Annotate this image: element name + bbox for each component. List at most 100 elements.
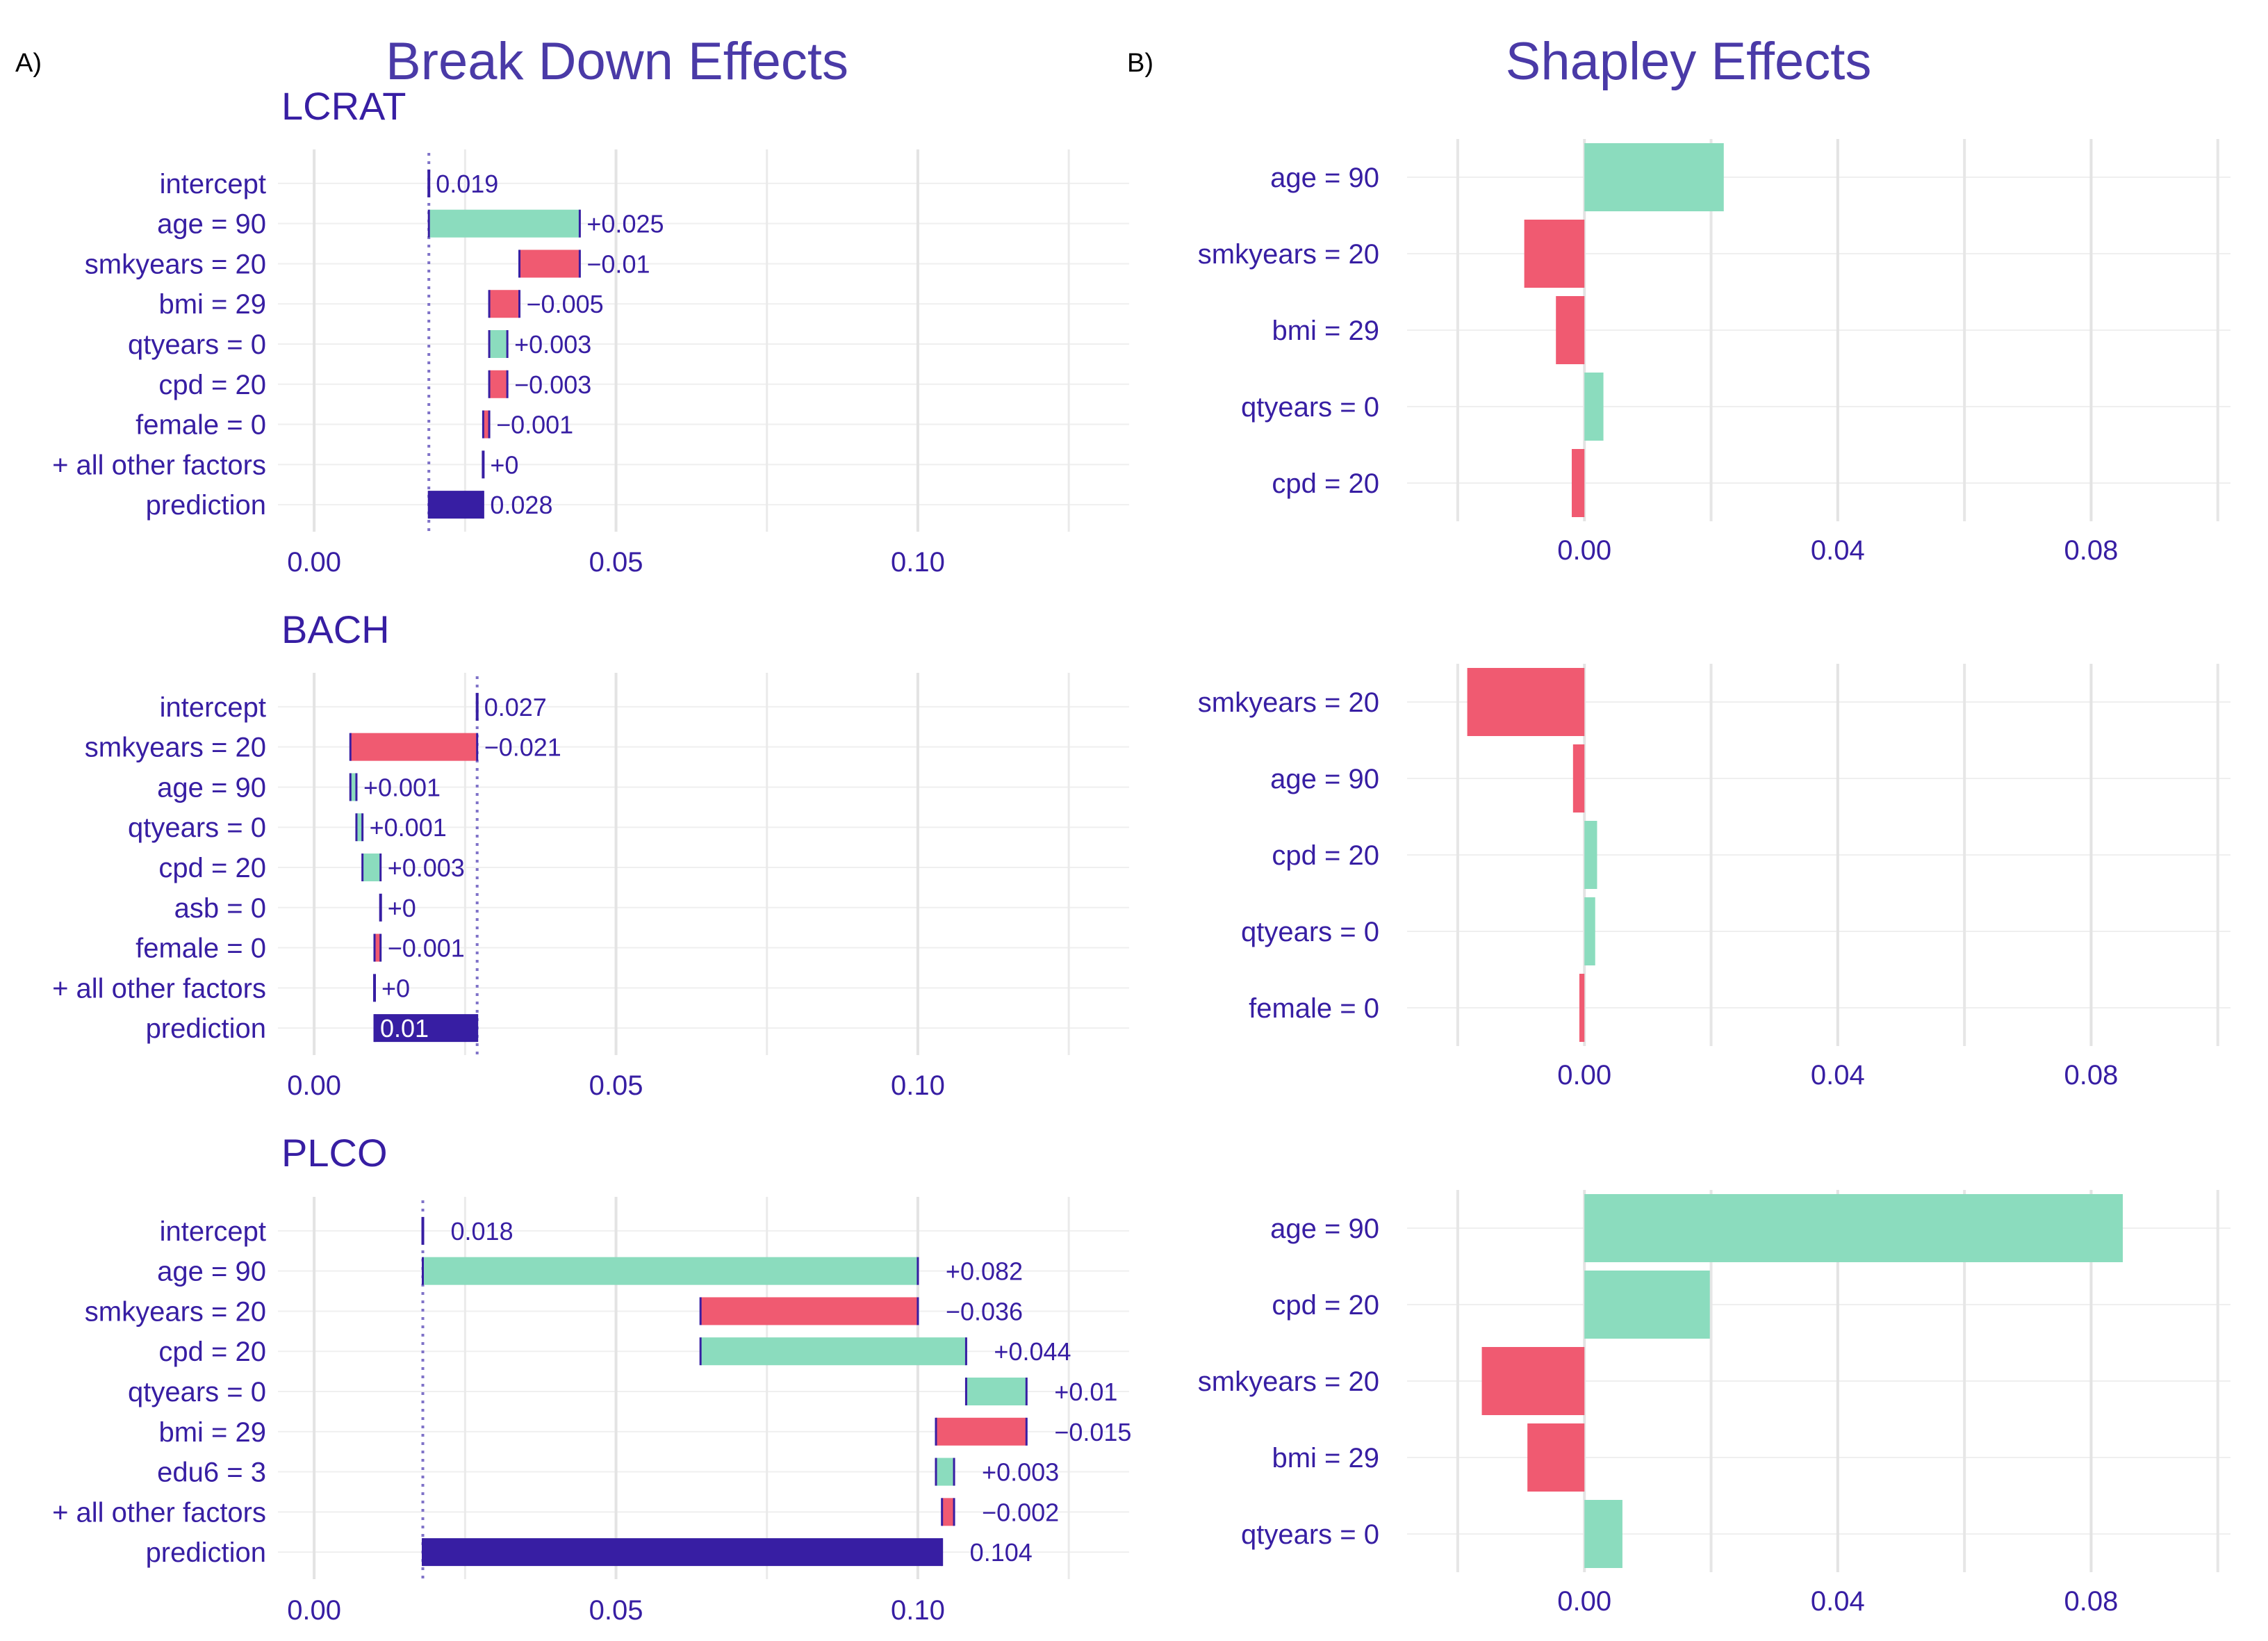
y-label-asb-0: asb = 0 [174, 893, 266, 924]
y-label-cpd-20: cpd = 20 [158, 1337, 266, 1367]
y-label-smkyears-20: smkyears = 20 [1198, 687, 1379, 718]
y-label-prediction: prediction [146, 1537, 266, 1568]
y-label-smkyears-20: smkyears = 20 [1198, 1366, 1379, 1397]
x-tick-label: 0.05 [589, 1595, 643, 1626]
bar-qtyears-0 [356, 813, 363, 842]
x-tick-label: 0.00 [1557, 535, 1611, 566]
value-label-qtyears-0: +0.003 [514, 330, 591, 359]
y-label-age-90: age = 90 [157, 209, 266, 240]
x-tick-label: 0.00 [287, 1070, 341, 1101]
y-label-intercept: intercept [160, 692, 266, 723]
y-label-female-0: female = 0 [135, 933, 266, 964]
value-label-age-90: +0.082 [946, 1257, 1023, 1286]
y-label-qtyears-0: qtyears = 0 [128, 329, 266, 360]
shapley-title: Shapley Effects [1506, 32, 1872, 91]
x-tick-label: 0.05 [589, 1070, 643, 1101]
y-label-qtyears-0: qtyears = 0 [128, 813, 266, 843]
bar-age-90 [350, 773, 356, 801]
value-label-smkyears-20: −0.01 [586, 250, 650, 278]
y-label-all-other-factors: + all other factors [52, 450, 266, 480]
bar-female-0 [1579, 974, 1585, 1042]
x-tick-label: 0.04 [1811, 1060, 1865, 1091]
shapley-chart-bach: 0.00 0.04 0.08 smkyears = 20 age = 90 cpd = 2… [1198, 664, 2230, 1091]
bar-age-90 [429, 209, 580, 238]
value-label-cpd-20: +0.044 [994, 1337, 1071, 1366]
y-label-female-0: female = 0 [1249, 993, 1379, 1024]
bar-smkyears-20 [1481, 1347, 1585, 1415]
bar-edu6-3 [935, 1458, 955, 1486]
bar-smkyears-20 [1467, 668, 1585, 736]
y-label-qtyears-0: qtyears = 0 [1241, 392, 1379, 423]
y-label-all-other-factors: + all other factors [52, 1497, 266, 1528]
y-label-cpd-20: cpd = 20 [158, 370, 266, 400]
y-label-cpd-20: cpd = 20 [158, 853, 266, 883]
x-tick-label: 0.10 [891, 1070, 945, 1101]
bar-qtyears-0 [1584, 897, 1595, 965]
value-label-all-other-factors: −0.002 [982, 1498, 1059, 1526]
y-label-prediction: prediction [146, 1013, 266, 1044]
x-tick-label: 0.10 [891, 1595, 945, 1626]
value-label-bmi-29: −0.015 [1054, 1418, 1131, 1446]
y-label-smkyears-20: smkyears = 20 [85, 733, 266, 763]
bar-age-90 [422, 1257, 918, 1285]
bar-age-90 [1572, 744, 1585, 813]
value-label-cpd-20: −0.003 [514, 370, 591, 399]
bar-age-90 [1584, 1194, 2123, 1262]
shapley-chart-lcrat: 0.00 0.04 0.08 age = 90 smkyears = 20 bmi = 2… [1198, 139, 2230, 566]
bar-cpd-20 [1584, 1271, 1710, 1339]
value-label-qtyears-0: +0.01 [1054, 1378, 1117, 1406]
y-label-prediction: prediction [146, 490, 266, 521]
y-label-cpd-20: cpd = 20 [1272, 468, 1379, 499]
x-tick-label: 0.04 [1811, 1586, 1865, 1617]
value-label-all-other-factors: +0 [381, 974, 410, 1002]
value-label-intercept: 0.027 [484, 693, 547, 721]
bar-prediction [422, 1538, 942, 1567]
breakdown-chart-plco: PLCO 0.00 0.05 0.10 intercept 0.018 age = 90 +0… [52, 1131, 1131, 1626]
bar-bmi-29 [1527, 1423, 1585, 1492]
value-label-all-other-factors: +0 [490, 450, 518, 479]
value-label-female-0: −0.001 [388, 934, 465, 963]
y-label-cpd-20: cpd = 20 [1272, 840, 1379, 871]
bar-cpd-20 [1584, 821, 1597, 889]
bar-prediction [375, 1014, 477, 1043]
bar-qtyears-0 [966, 1378, 1027, 1405]
breakdown-chart-lcrat: LCRAT 0.00 0.05 0.10 intercept 0.019 age = 90 +… [52, 84, 1129, 578]
bar-qtyears-0 [489, 330, 508, 358]
value-label-edu6-3: +0.003 [982, 1458, 1059, 1487]
model-title: LCRAT [281, 84, 406, 128]
y-label-edu6-3: edu6 = 3 [157, 1458, 266, 1488]
y-label-bmi-29: bmi = 29 [1272, 1443, 1379, 1473]
bar-qtyears-0 [1584, 373, 1604, 441]
y-label-qtyears-0: qtyears = 0 [1241, 917, 1379, 947]
y-label-bmi-29: bmi = 29 [1272, 316, 1379, 346]
value-label-bmi-29: −0.005 [527, 290, 604, 318]
value-label-prediction: 0.104 [970, 1538, 1033, 1567]
bar-bmi-29 [935, 1417, 1027, 1446]
value-label-prediction: 0.01 [380, 1014, 429, 1043]
panel-letter-b: B) [1127, 49, 1153, 78]
panel-letter-a: A) [15, 49, 42, 78]
value-label-age-90: +0.025 [586, 210, 664, 238]
x-tick-label: 0.10 [891, 547, 945, 578]
y-label-smkyears-20: smkyears = 20 [85, 1296, 266, 1327]
value-label-cpd-20: +0.003 [388, 854, 465, 882]
bar-smkyears-20 [700, 1297, 918, 1325]
y-label-qtyears-0: qtyears = 0 [1241, 1519, 1379, 1550]
bar-cpd-20 [1572, 449, 1585, 517]
y-label-female-0: female = 0 [135, 410, 266, 441]
bar-prediction [429, 491, 484, 519]
value-label-age-90: +0.001 [363, 773, 441, 801]
y-label-all-other-factors: + all other factors [52, 973, 266, 1004]
x-tick-label: 0.08 [2064, 1060, 2119, 1091]
x-tick-label: 0.00 [287, 547, 341, 578]
y-label-bmi-29: bmi = 29 [158, 1417, 266, 1448]
bar-smkyears-20 [350, 733, 477, 761]
x-tick-label: 0.05 [589, 547, 643, 578]
y-label-intercept: intercept [160, 1216, 266, 1247]
x-tick-label: 0.00 [1557, 1586, 1611, 1617]
bar-smkyears-20 [1524, 220, 1585, 288]
bar-female-0 [483, 410, 490, 439]
breakdown-title: Break Down Effects [386, 32, 848, 91]
value-label-intercept: 0.019 [436, 170, 498, 198]
